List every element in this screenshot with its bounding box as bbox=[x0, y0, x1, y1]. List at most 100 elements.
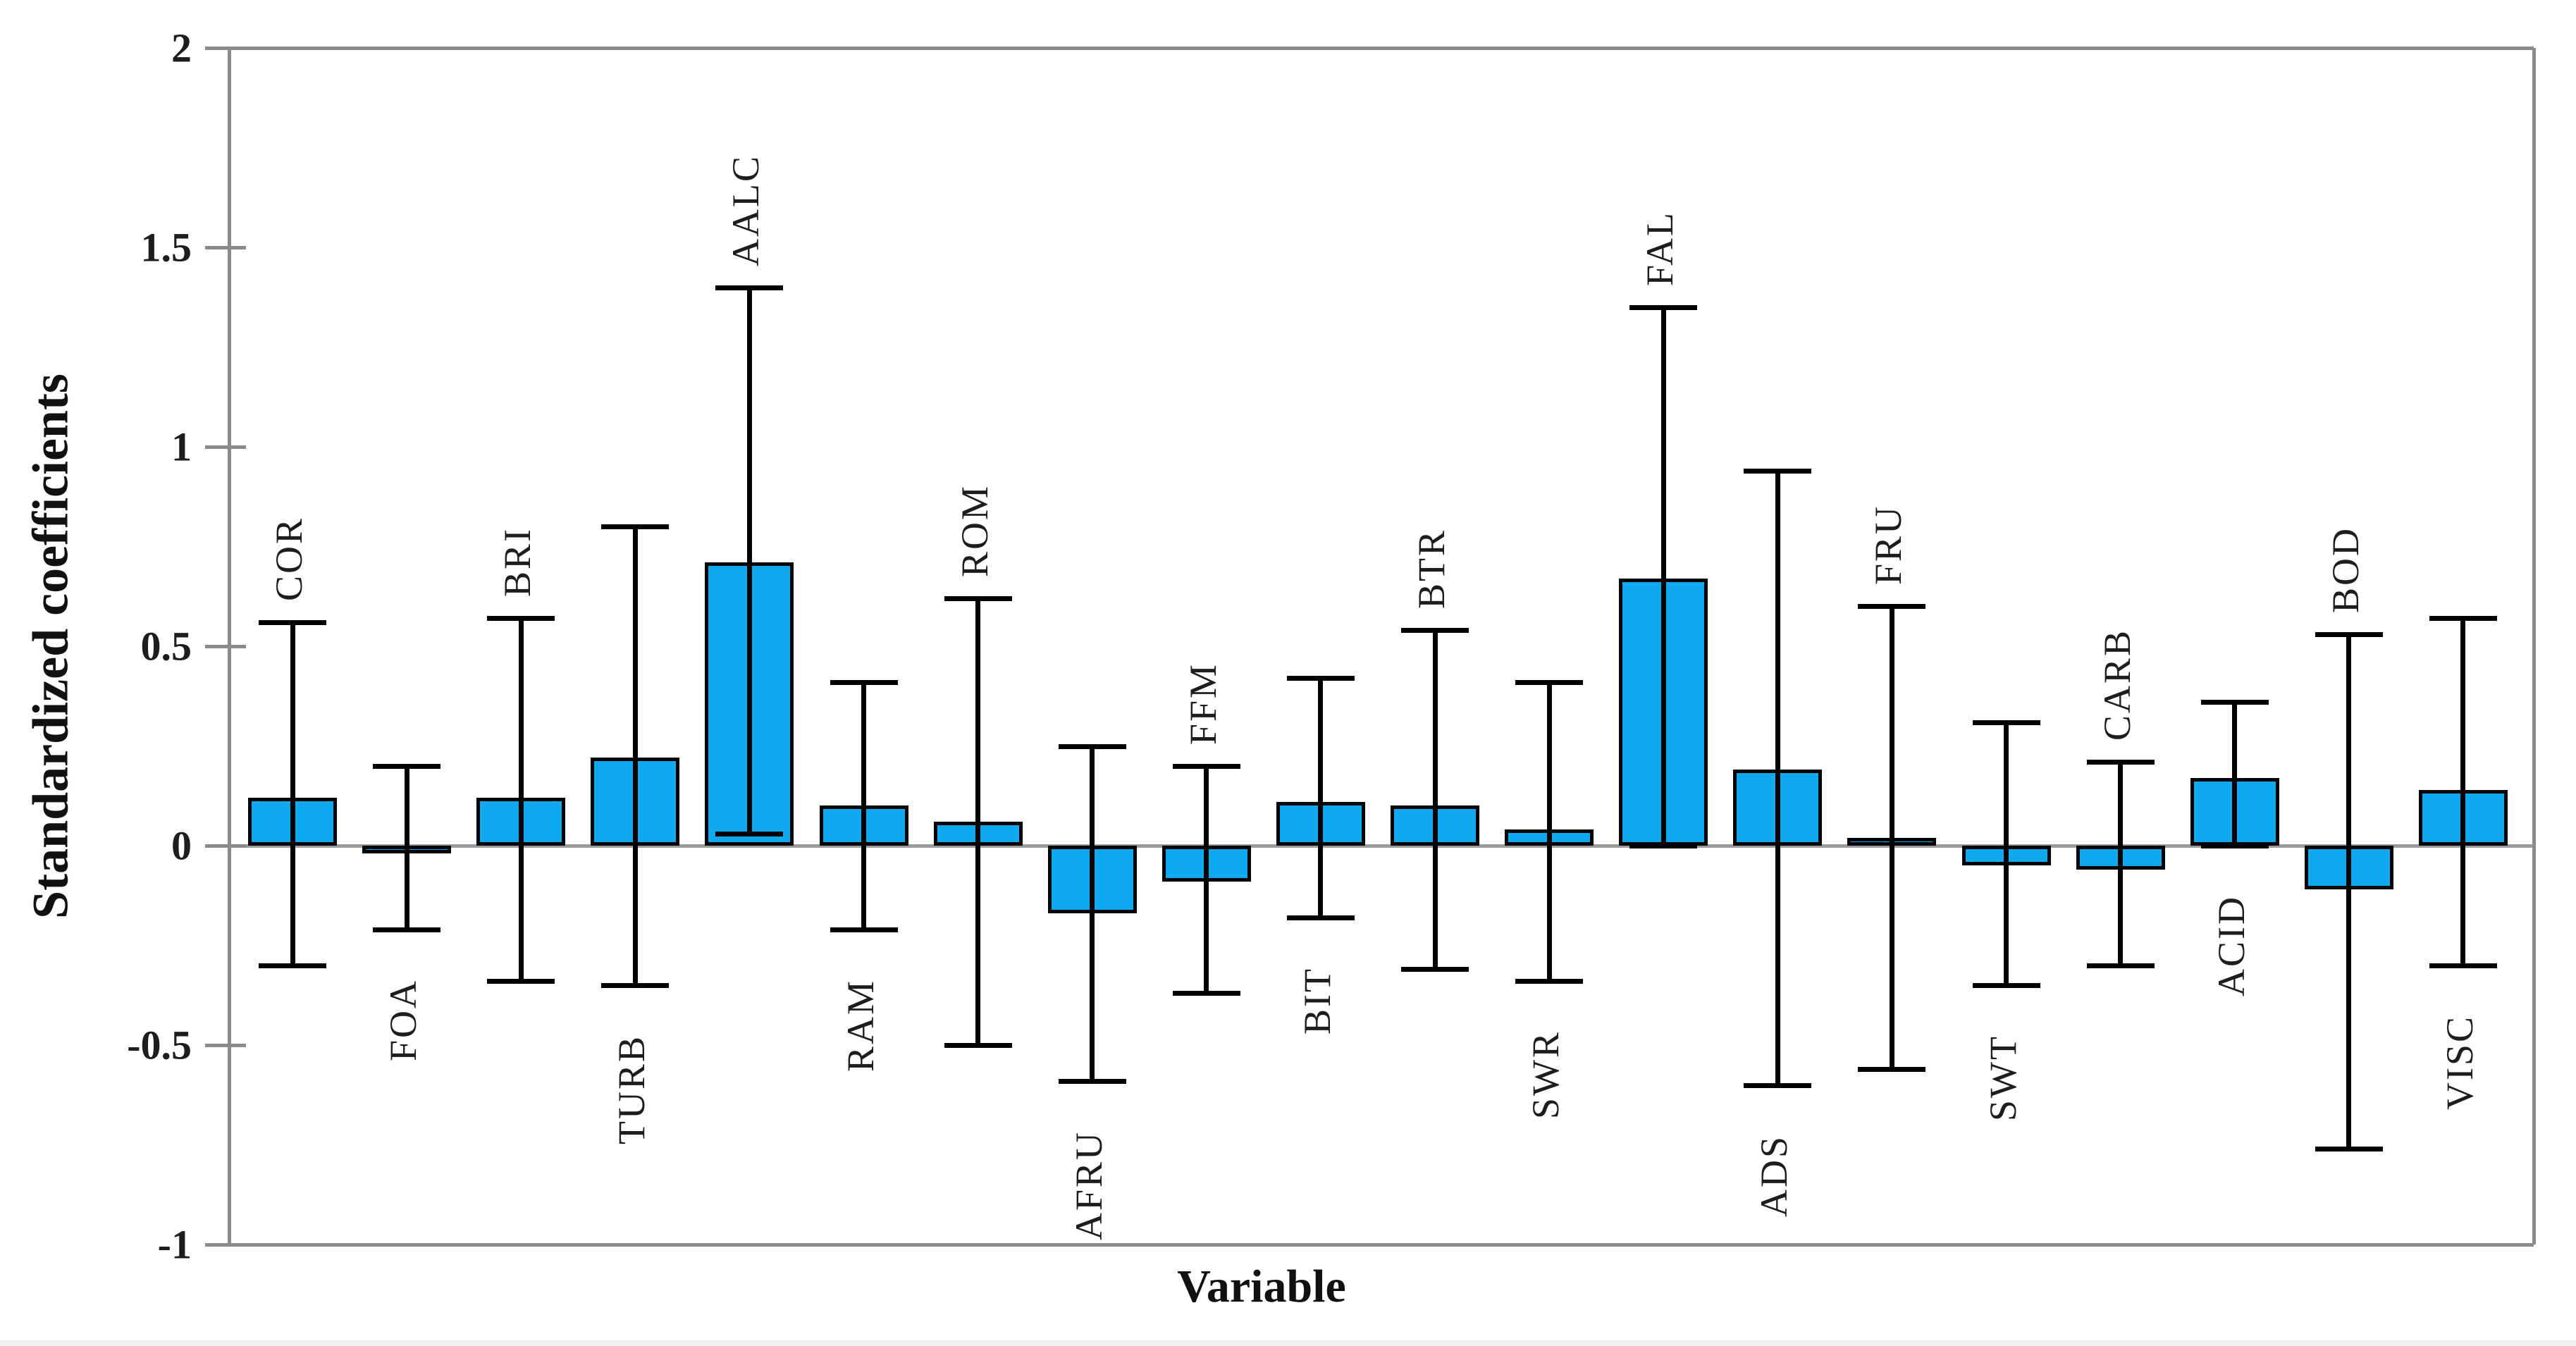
axis-right bbox=[2532, 48, 2536, 1245]
error-cap-bottom-COR bbox=[259, 963, 326, 968]
error-cap-bottom-RAM bbox=[830, 927, 898, 932]
axis-left bbox=[228, 48, 231, 1245]
error-cap-bottom-BRI bbox=[487, 979, 555, 984]
error-bar-AFRU bbox=[1090, 746, 1095, 1081]
zero-line bbox=[229, 844, 2534, 848]
y-tick-label: -0.5 bbox=[127, 1022, 192, 1068]
error-cap-bottom-AALC bbox=[715, 832, 784, 837]
error-cap-top-BRI bbox=[487, 616, 555, 622]
error-cap-top-FOA bbox=[373, 763, 441, 769]
y-axis-title: Standardized coefficients bbox=[22, 373, 79, 919]
category-label-ADS: ADS bbox=[1753, 1134, 1796, 1217]
category-label-VISC: VISC bbox=[2438, 1014, 2481, 1110]
axis-top bbox=[229, 47, 2534, 50]
error-cap-bottom-FOA bbox=[373, 927, 441, 932]
error-bar-TURB bbox=[632, 526, 638, 986]
y-tick-label: 1 bbox=[171, 424, 192, 470]
error-bar-FAL bbox=[1660, 307, 1666, 846]
error-cap-top-ROM bbox=[944, 596, 1012, 602]
error-cap-top-AALC bbox=[715, 285, 784, 290]
error-cap-top-ADS bbox=[1744, 468, 1812, 474]
y-tick-label: 0 bbox=[171, 822, 192, 869]
error-cap-top-FAL bbox=[1629, 304, 1698, 310]
category-label-FOA: FOA bbox=[382, 978, 425, 1061]
error-cap-bottom-ACID bbox=[2200, 844, 2269, 848]
error-bar-ACID bbox=[2232, 702, 2238, 846]
error-cap-bottom-AFRU bbox=[1058, 1078, 1126, 1084]
y-tick bbox=[205, 445, 246, 449]
category-label-FFM: FFM bbox=[1181, 662, 1224, 745]
y-tick bbox=[205, 47, 246, 50]
error-cap-top-BTR bbox=[1401, 628, 1469, 634]
error-cap-top-FRU bbox=[1858, 604, 1926, 610]
error-cap-bottom-FRU bbox=[1858, 1066, 1926, 1072]
error-bar-VISC bbox=[2460, 618, 2466, 965]
error-cap-top-CARB bbox=[2086, 760, 2155, 765]
y-tick-label: 2 bbox=[171, 25, 192, 71]
category-label-ACID: ACID bbox=[2210, 895, 2253, 996]
error-bar-COR bbox=[290, 622, 295, 965]
category-label-BIT: BIT bbox=[1295, 966, 1338, 1035]
error-cap-bottom-ADS bbox=[1744, 1082, 1812, 1088]
category-label-COR: COR bbox=[268, 517, 310, 602]
error-bar-FRU bbox=[1889, 606, 1894, 1069]
category-label-AFRU: AFRU bbox=[1067, 1130, 1110, 1240]
category-label-RAM: RAM bbox=[839, 978, 882, 1072]
error-cap-top-VISC bbox=[2429, 616, 2497, 622]
error-cap-top-COR bbox=[259, 620, 326, 626]
error-cap-top-SWR bbox=[1515, 679, 1584, 685]
error-cap-bottom-BTR bbox=[1401, 967, 1469, 973]
error-bar-BOD bbox=[2346, 634, 2352, 1149]
error-bar-ADS bbox=[1775, 470, 1780, 1085]
error-cap-bottom-CARB bbox=[2086, 963, 2155, 968]
error-cap-top-TURB bbox=[601, 524, 670, 530]
error-bar-FOA bbox=[404, 765, 409, 930]
category-label-TURB: TURB bbox=[610, 1035, 653, 1145]
error-bar-BTR bbox=[1432, 630, 1438, 970]
error-cap-top-BIT bbox=[1286, 676, 1355, 681]
error-cap-top-BOD bbox=[2315, 632, 2383, 638]
category-label-AALC: AALC bbox=[725, 154, 768, 266]
error-cap-bottom-VISC bbox=[2429, 963, 2497, 968]
error-bar-SWT bbox=[2004, 722, 2009, 986]
error-cap-top-SWT bbox=[1972, 720, 2040, 725]
error-cap-top-FFM bbox=[1172, 763, 1240, 769]
category-label-BRI: BRI bbox=[496, 527, 539, 598]
category-label-BOD: BOD bbox=[2324, 526, 2367, 614]
category-label-SWR: SWR bbox=[1524, 1030, 1567, 1120]
error-bar-RAM bbox=[861, 681, 866, 930]
error-cap-bottom-SWR bbox=[1515, 979, 1584, 984]
axis-bottom bbox=[229, 1243, 2534, 1247]
error-bar-AALC bbox=[746, 287, 752, 834]
category-label-CARB: CARB bbox=[2095, 629, 2138, 741]
error-bar-FFM bbox=[1204, 765, 1209, 994]
y-tick bbox=[205, 1044, 246, 1047]
error-cap-bottom-ROM bbox=[944, 1043, 1012, 1048]
bottom-strip bbox=[0, 1340, 2576, 1346]
error-cap-top-ACID bbox=[2200, 700, 2269, 705]
category-label-SWT: SWT bbox=[1981, 1035, 2024, 1122]
x-axis-title: Variable bbox=[1177, 1261, 1346, 1312]
error-bar-BRI bbox=[518, 618, 524, 982]
error-bar-CARB bbox=[2118, 762, 2124, 965]
category-label-FRU: FRU bbox=[1867, 505, 1910, 586]
y-tick-label: 0.5 bbox=[140, 623, 192, 669]
error-bar-ROM bbox=[975, 598, 981, 1045]
y-tick bbox=[205, 1243, 246, 1247]
error-cap-bottom-TURB bbox=[601, 983, 670, 989]
error-cap-bottom-FFM bbox=[1172, 991, 1240, 996]
error-cap-bottom-FAL bbox=[1629, 844, 1698, 848]
category-label-BTR: BTR bbox=[1410, 529, 1453, 610]
y-tick-label: -1 bbox=[157, 1221, 192, 1268]
error-bar-BIT bbox=[1318, 678, 1324, 918]
error-cap-bottom-SWT bbox=[1972, 983, 2040, 989]
error-cap-top-RAM bbox=[830, 679, 898, 685]
y-tick bbox=[205, 844, 246, 848]
y-tick bbox=[205, 645, 246, 648]
y-tick-label: 1.5 bbox=[140, 224, 192, 271]
error-cap-bottom-BIT bbox=[1286, 915, 1355, 920]
category-label-FAL: FAL bbox=[1639, 210, 1682, 286]
error-cap-top-AFRU bbox=[1058, 743, 1126, 749]
error-cap-bottom-BOD bbox=[2315, 1147, 2383, 1152]
